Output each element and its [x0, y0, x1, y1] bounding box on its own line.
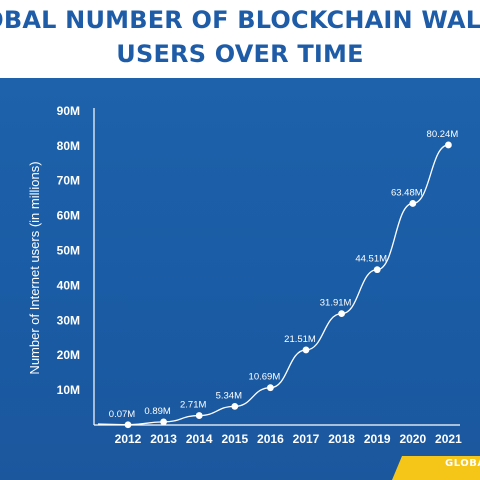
data-point [302, 346, 310, 354]
x-tick-label: 2019 [364, 432, 391, 446]
x-tick-label: 2021 [435, 432, 462, 446]
data-label: 0.07M [109, 409, 135, 420]
x-tick-label: 2016 [257, 432, 284, 446]
chart-panel [0, 78, 480, 480]
y-tick-label: 10M [57, 383, 80, 397]
y-tick-label: 60M [57, 209, 80, 223]
data-label: 63.48M [391, 187, 423, 198]
chart-title: OBAL NUMBER OF BLOCKCHAIN WALL USERS OVE… [0, 0, 480, 82]
y-tick-label: 70M [57, 174, 80, 188]
data-point [409, 200, 417, 207]
x-tick-label: 2017 [293, 432, 320, 446]
data-point [445, 141, 452, 149]
data-labels: 0.07M 0.89M 2.71M 5.34M 10.69M 21.51M 31.91M 44… [109, 129, 459, 420]
x-tick-label: 2012 [115, 432, 142, 446]
y-tick-label: 30M [57, 313, 80, 327]
series-line [97, 144, 449, 426]
data-point [124, 421, 132, 429]
data-point [338, 310, 345, 318]
data-point [195, 412, 203, 419]
y-tick-label: 90M [57, 104, 80, 118]
x-tick-label: 2015 [221, 432, 248, 446]
data-point [231, 402, 239, 410]
data-label: 44.51M [355, 254, 387, 265]
data-point [373, 266, 381, 274]
x-tick-label: 2014 [186, 432, 213, 446]
y-tick-label: 50M [57, 244, 80, 258]
logo-accent-shape [392, 456, 480, 480]
x-tick-labels: 2012 2013 2014 2015 2016 2017 2018 2019 2020 2021 [115, 432, 462, 446]
y-tick-label: 20M [57, 348, 80, 362]
data-label: 10.69M [249, 372, 281, 383]
y-tick-labels: 10M 20M 30M 40M 50M 60M 70M 80M 90M [57, 104, 80, 397]
logo-text: GLOBAL [445, 458, 480, 469]
data-label: 0.89M [144, 406, 170, 417]
x-tick-label: 2013 [150, 432, 177, 446]
x-tick-label: 2020 [399, 432, 426, 446]
y-axis-title: Number of Internet users (in millions) [27, 161, 42, 374]
data-label: 21.51M [284, 334, 316, 345]
x-tick-label: 2018 [328, 432, 355, 446]
data-point [267, 384, 274, 392]
data-label: 5.34M [216, 390, 242, 401]
data-label: 80.24M [427, 129, 459, 140]
data-points [124, 141, 452, 429]
y-tick-label: 40M [57, 278, 80, 292]
data-label: 31.91M [320, 298, 352, 309]
data-label: 2.71M [180, 400, 206, 411]
chart-title-line-2: USERS OVER TIME [116, 40, 364, 68]
y-tick-label: 80M [57, 139, 80, 153]
data-point [160, 418, 168, 426]
chart-title-line-1: OBAL NUMBER OF BLOCKCHAIN WALL [0, 6, 480, 34]
